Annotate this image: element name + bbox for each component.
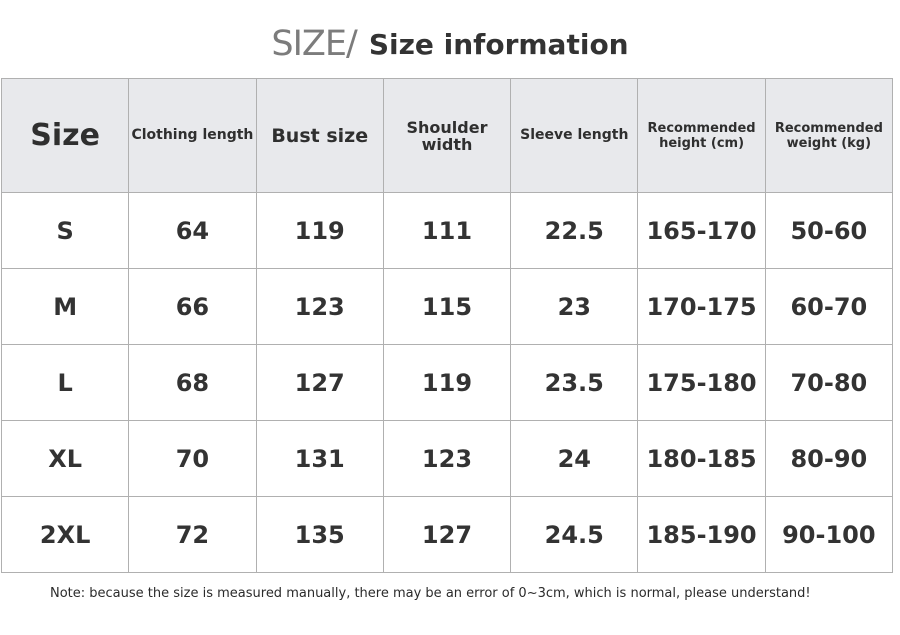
title-main: Size information xyxy=(368,27,629,61)
cell-clothing-length: 72 xyxy=(128,496,257,573)
cell-shoulder-width: 127 xyxy=(382,496,512,573)
table-header-row: Size Clothing length Bust size Shoulder … xyxy=(0,78,894,193)
header-recommended-weight: Recommended weight (kg) xyxy=(764,78,894,193)
cell-shoulder-width: 111 xyxy=(382,192,512,269)
cell-bust-size: 119 xyxy=(255,192,384,269)
cell-shoulder-width: 123 xyxy=(382,420,512,497)
cell-clothing-length: 70 xyxy=(128,420,257,497)
cell-bust-size: 123 xyxy=(255,268,384,345)
cell-size: L xyxy=(0,344,130,421)
measurement-note: Note: because the size is measured manua… xyxy=(50,586,811,601)
cell-shoulder-width: 119 xyxy=(382,344,512,421)
table-row: S 64 119 111 22.5 165-170 50-60 xyxy=(0,192,894,269)
cell-sleeve-length: 24 xyxy=(510,420,639,497)
cell-shoulder-width: 115 xyxy=(382,268,512,345)
header-shoulder-width: Shoulder width xyxy=(382,78,512,193)
table-row: M 66 123 115 23 170-175 60-70 xyxy=(0,268,894,345)
cell-sleeve-length: 22.5 xyxy=(510,192,639,269)
cell-recommended-weight: 90-100 xyxy=(764,496,894,573)
cell-recommended-weight: 70-80 xyxy=(764,344,894,421)
cell-bust-size: 131 xyxy=(255,420,384,497)
cell-size: S xyxy=(0,192,130,269)
header-size: Size xyxy=(0,78,130,193)
cell-size: M xyxy=(0,268,130,345)
cell-recommended-height: 165-170 xyxy=(637,192,766,269)
table-row: L 68 127 119 23.5 175-180 70-80 xyxy=(0,344,894,421)
page-title: SIZE/ Size information xyxy=(0,22,900,66)
cell-sleeve-length: 24.5 xyxy=(510,496,639,573)
table-row: XL 70 131 123 24 180-185 80-90 xyxy=(0,420,894,497)
cell-size: XL xyxy=(0,420,130,497)
cell-recommended-height: 175-180 xyxy=(637,344,766,421)
header-bust-size: Bust size xyxy=(255,78,384,193)
cell-clothing-length: 64 xyxy=(128,192,257,269)
cell-recommended-height: 170-175 xyxy=(637,268,766,345)
cell-sleeve-length: 23 xyxy=(510,268,639,345)
cell-recommended-weight: 50-60 xyxy=(764,192,894,269)
cell-recommended-height: 180-185 xyxy=(637,420,766,497)
header-clothing-length: Clothing length xyxy=(128,78,257,193)
cell-sleeve-length: 23.5 xyxy=(510,344,639,421)
cell-bust-size: 127 xyxy=(255,344,384,421)
cell-recommended-height: 185-190 xyxy=(637,496,766,573)
cell-clothing-length: 68 xyxy=(128,344,257,421)
cell-size: 2XL xyxy=(0,496,130,573)
header-sleeve-length: Sleeve length xyxy=(510,78,639,193)
title-prefix: SIZE/ xyxy=(271,24,357,64)
header-recommended-height: Recommended height (cm) xyxy=(637,78,766,193)
cell-recommended-weight: 80-90 xyxy=(764,420,894,497)
table-row: 2XL 72 135 127 24.5 185-190 90-100 xyxy=(0,496,894,573)
cell-recommended-weight: 60-70 xyxy=(764,268,894,345)
cell-clothing-length: 66 xyxy=(128,268,257,345)
size-table: Size Clothing length Bust size Shoulder … xyxy=(0,78,894,573)
cell-bust-size: 135 xyxy=(255,496,384,573)
